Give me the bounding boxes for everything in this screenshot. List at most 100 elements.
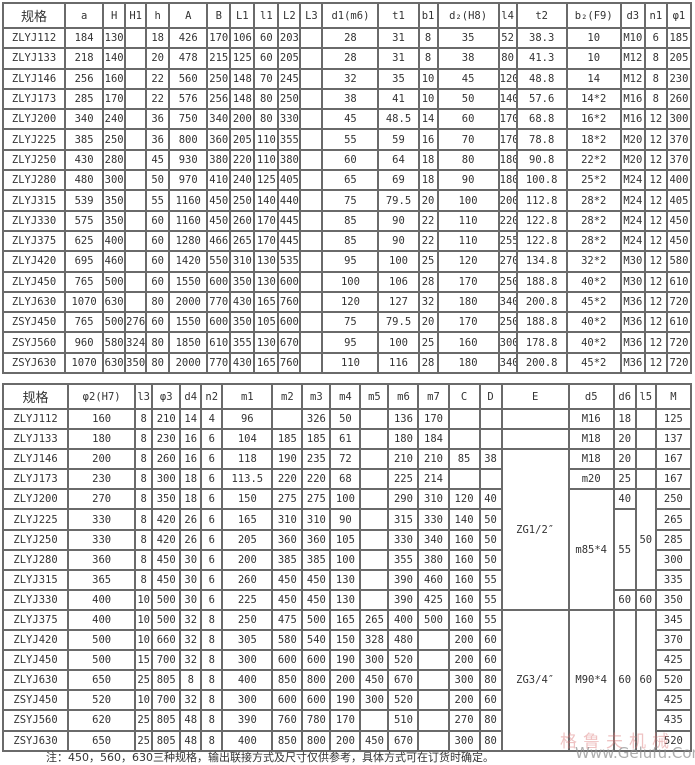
table-cell: 8 xyxy=(134,428,154,451)
model-cell: ZSYJ450 xyxy=(1,689,70,712)
table-cell: 90 xyxy=(329,508,362,531)
table-cell: 328 xyxy=(359,629,390,652)
table-cell: M30 xyxy=(619,250,646,273)
table-cell: 1160 xyxy=(168,209,209,232)
table-cell xyxy=(299,87,324,111)
table-row: ZSYJ450 765 500 276 60 1550 600 350 105 600 75 79.5… xyxy=(1,311,693,334)
table-cell: 260 xyxy=(229,209,256,232)
column-header: m1 xyxy=(221,383,274,410)
table-cell xyxy=(124,128,148,151)
table-cell: 205 xyxy=(277,47,302,70)
table-cell: 130 xyxy=(253,250,280,273)
table-cell: 170 xyxy=(497,108,518,131)
table-cell: 478 xyxy=(168,47,209,70)
table-cell: 360 xyxy=(206,128,232,151)
table-cell: 8 xyxy=(643,87,668,111)
table-cell: 805 xyxy=(151,709,182,732)
table-cell: 12 xyxy=(643,148,668,172)
table-cell: m20 xyxy=(567,468,615,491)
table-cell: 720 xyxy=(665,351,693,375)
table-cell: 60 xyxy=(145,250,171,273)
table-cell: 18 xyxy=(417,148,439,172)
table-cell: 36 xyxy=(145,108,171,131)
table-cell: 116 xyxy=(377,351,420,375)
table-cell: 300 xyxy=(654,548,693,571)
table-cell: 380 xyxy=(417,548,450,571)
model-cell: ZLYJ112 xyxy=(1,407,70,431)
table-cell: 8 xyxy=(134,407,154,431)
table-cell: 50 xyxy=(478,548,503,571)
table-cell: 26 xyxy=(179,528,203,551)
table-cell: 276 xyxy=(124,311,148,334)
table-cell: 315 xyxy=(387,508,420,531)
table-cell: 136 xyxy=(387,407,420,431)
table-cell: 230 xyxy=(67,468,137,491)
table-cell: 6 xyxy=(200,568,224,591)
table-cell: 32 xyxy=(179,608,203,632)
table-cell: 350 xyxy=(124,351,148,375)
model-cell: ZLYJ375 xyxy=(1,608,70,632)
table-cell: 310 xyxy=(417,488,450,511)
table-row: ZLYJ630 1070 630 80 2000 770 430 165 760 120 127 32… xyxy=(1,290,693,314)
table-cell: 390 xyxy=(387,568,420,591)
model-cell: ZLYJ330 xyxy=(1,209,67,232)
table-cell xyxy=(299,108,324,131)
table-cell: 180 xyxy=(387,428,420,451)
table-cell: 670 xyxy=(277,331,302,354)
table-cell: 170 xyxy=(436,311,500,334)
column-header: d5 xyxy=(567,383,615,410)
table-cell: 460 xyxy=(102,250,127,273)
table-cell: 340 xyxy=(497,290,518,314)
table-cell: 670 xyxy=(387,729,420,752)
table-cell: 425 xyxy=(417,588,450,611)
table-cell: 85 xyxy=(321,229,380,253)
table-cell: 12 xyxy=(643,351,668,375)
table-cell: 25 xyxy=(417,331,439,354)
table-row: ZLYJ133 218 140 20 478 215 125 60 205 28 31 8 38 80 41… xyxy=(1,47,693,70)
table-cell: 300 xyxy=(151,468,182,491)
table-cell: 14 xyxy=(417,108,439,131)
table-cell: 20 xyxy=(417,189,439,212)
table-cell: 160 xyxy=(447,588,481,611)
table-cell: 930 xyxy=(168,148,209,172)
table-cell: 360 xyxy=(271,528,304,551)
table-cell: 205 xyxy=(221,528,274,551)
table-cell: 125 xyxy=(253,169,280,192)
model-cell: ZSYJ560 xyxy=(1,709,70,732)
table-cell: 90 xyxy=(377,209,420,232)
table-cell: 600 xyxy=(271,689,304,712)
column-header: d6 xyxy=(612,383,637,410)
table-cell: 85 xyxy=(321,209,380,232)
table-cell: 35 xyxy=(436,26,500,50)
table-cell: 110 xyxy=(253,128,280,151)
table-cell: 385 xyxy=(64,128,105,151)
table-cell: 90 xyxy=(377,229,420,253)
table-cell: 170 xyxy=(253,209,280,232)
table-cell: 360 xyxy=(301,528,332,551)
column-header: C xyxy=(447,383,481,410)
model-cell: ZLYJ146 xyxy=(1,67,67,90)
table-cell: M18 xyxy=(567,428,615,451)
table-cell: 95 xyxy=(321,331,380,354)
table-cell: 6 xyxy=(200,448,224,471)
table-cell: 400 xyxy=(67,608,137,632)
table-cell: 55 xyxy=(478,588,503,611)
table-cell: 550 xyxy=(206,250,232,273)
table-cell: 75 xyxy=(321,189,380,212)
table-cell: 450 xyxy=(665,229,693,253)
column-header: L1 xyxy=(229,2,256,29)
table-cell: 16 xyxy=(179,428,203,451)
table-row: ZLYJ330 400 10 500 30 6 225 450 450 130 390 425 160 5… xyxy=(1,588,693,611)
column-header: φ2(H7) xyxy=(67,383,137,410)
table-cell: 355 xyxy=(277,128,302,151)
table-cell: 326 xyxy=(301,407,332,431)
table-cell: 70 xyxy=(253,67,280,90)
table-cell: 580 xyxy=(665,250,693,273)
table-cell: 230 xyxy=(665,67,693,90)
table-cell: 30 xyxy=(179,548,203,571)
table-cell: 6 xyxy=(643,26,668,50)
table-cell: 10 xyxy=(565,26,622,50)
table-cell: 50 xyxy=(145,169,171,192)
table-cell xyxy=(271,407,304,431)
table-row: ZLYJ112 184 130 18 426 170 106 60 203 28 31 8 35 52 38… xyxy=(1,26,693,50)
